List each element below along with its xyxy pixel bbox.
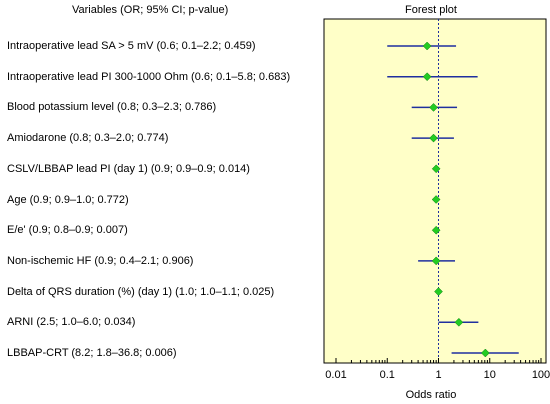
row-label: ARNI (2.5; 1.0–6.0; 0.034) xyxy=(7,316,136,329)
odds-ratio-marker xyxy=(431,164,441,174)
odds-ratio-marker xyxy=(431,195,441,204)
odds-ratio-marker xyxy=(431,225,441,235)
row-label: Non-ischemic HF (0.9; 0.4–2.1; 0.906) xyxy=(7,254,194,267)
row-label: Intraoperative lead PI 300-1000 Ohm (0.6… xyxy=(7,70,291,83)
x-tick-label: 100 xyxy=(532,369,550,381)
forest-plot-title: Forest plot xyxy=(405,4,457,16)
odds-ratio-marker xyxy=(454,317,464,327)
row-label: Delta of QRS duration (%) (day 1) (1.0; … xyxy=(7,285,275,298)
x-tick-label: 1 xyxy=(435,369,441,381)
variables-header: Variables (OR; 95% CI; p-value) xyxy=(72,4,229,16)
x-axis-label: Odds ratio xyxy=(406,389,457,401)
row-label: CSLV/LBBAP lead PI (day 1) (0.9; 0.9–0.9… xyxy=(7,162,250,175)
odds-ratio-marker xyxy=(422,41,432,51)
row-label: Intraoperative lead SA > 5 mV (0.6; 0.1–… xyxy=(7,40,256,52)
row-label: E/e' (0.9; 0.8–0.9; 0.007) xyxy=(7,224,128,237)
odds-ratio-marker xyxy=(434,287,443,296)
row-label: Age (0.9; 0.9–1.0; 0.772) xyxy=(7,193,129,206)
x-tick-label: 0.01 xyxy=(325,369,346,381)
x-tick-label: 0.1 xyxy=(380,369,395,381)
row-label: Amiodarone (0.8; 0.3–2.0; 0.774) xyxy=(7,132,169,145)
x-tick-label: 10 xyxy=(484,369,496,381)
odds-ratio-marker xyxy=(431,256,441,266)
odds-ratio-marker xyxy=(429,133,438,143)
row-label: Blood potassium level (0.8; 0.3–2.3; 0.7… xyxy=(7,101,217,114)
odds-ratio-marker xyxy=(422,72,432,82)
plot-panel xyxy=(323,18,547,364)
odds-ratio-marker xyxy=(429,103,438,112)
row-label: LBBAP-CRT (8.2; 1.8–36.8; 0.006) xyxy=(7,347,177,359)
odds-ratio-marker xyxy=(480,348,490,358)
